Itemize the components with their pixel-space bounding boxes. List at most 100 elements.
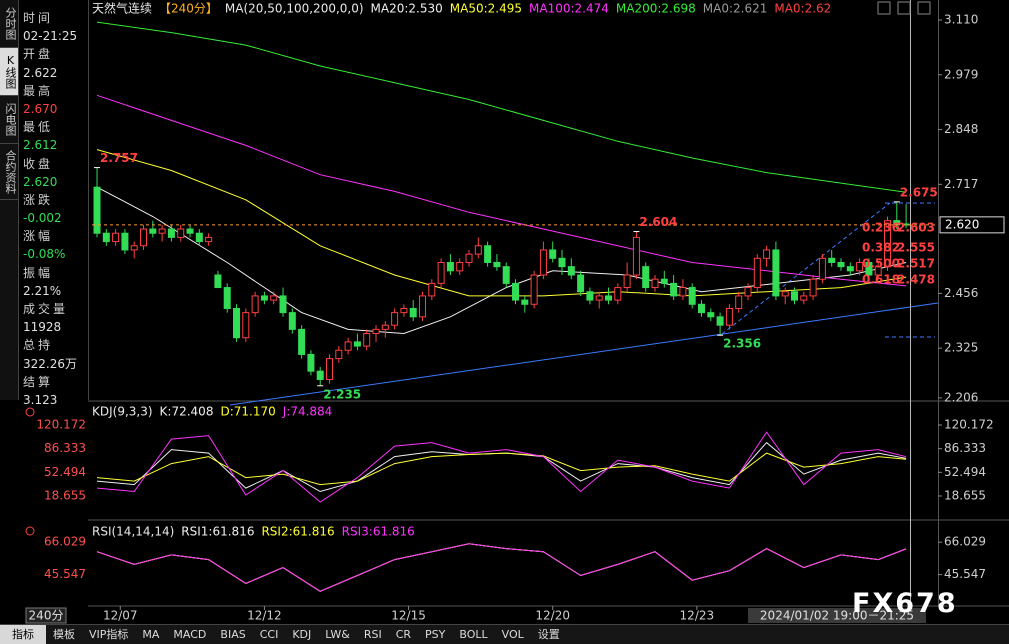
side-tab[interactable]: K线图 xyxy=(0,48,18,96)
quote-label: 总持 xyxy=(23,338,54,353)
candle-body xyxy=(725,307,733,326)
fib-ratio: 0.618 xyxy=(862,273,900,287)
y-tick-label: 2.456 xyxy=(944,286,978,300)
candle-body xyxy=(372,328,380,335)
candle-body xyxy=(818,257,826,280)
watermark: FX678 xyxy=(852,588,958,619)
legend-entry: K:72.408 xyxy=(160,405,214,419)
toolbar-tab[interactable]: LW& xyxy=(325,628,350,641)
legend-entry: D:71.170 xyxy=(220,405,275,419)
candle-body xyxy=(437,261,445,284)
candle-body xyxy=(837,261,845,268)
toolbar-tab[interactable]: RSI xyxy=(363,628,382,641)
quote-label: 时间 xyxy=(23,11,54,25)
legend-entry: MA0:2.621 xyxy=(703,2,768,16)
candle-body xyxy=(353,341,361,347)
y-tick-label: 18.655 xyxy=(944,488,986,502)
extreme-label: 2.604 xyxy=(639,215,677,229)
cursor-label: 2024/01/02 19:00－21:25 xyxy=(760,609,914,623)
toolbar-tab[interactable]: MACD xyxy=(173,628,207,641)
y-tick-label: 3.110 xyxy=(944,13,978,27)
toolbar-tab[interactable]: 设置 xyxy=(537,628,560,641)
candle-body xyxy=(130,245,138,251)
fib-ratio: 0.236 xyxy=(862,220,900,234)
last-price-box xyxy=(939,216,1005,234)
candle-body xyxy=(260,295,268,301)
candle-body xyxy=(167,228,175,238)
candle-body xyxy=(670,282,678,297)
candle-body xyxy=(846,266,854,272)
candle-body xyxy=(465,253,473,263)
candle-body xyxy=(539,249,547,276)
candle-body xyxy=(735,295,743,309)
candle-body xyxy=(409,307,417,318)
candle-body xyxy=(828,257,836,263)
y-tick-label: 2.979 xyxy=(944,67,978,81)
period-selector[interactable]: 240分 xyxy=(29,609,64,623)
x-tick-label: 12/07 xyxy=(103,609,138,623)
toolbar-tab[interactable]: 指标 xyxy=(0,625,46,644)
quote-value: 02-21:25 xyxy=(23,29,78,44)
candle-body xyxy=(456,261,464,272)
candle-body xyxy=(679,287,687,297)
toolbar-tab[interactable]: MA xyxy=(142,628,160,641)
y-tick-label: 66.029 xyxy=(44,535,86,549)
toolbar-tab[interactable]: VIP指标 xyxy=(89,628,129,641)
side-tab[interactable]: 合约资料 xyxy=(0,144,18,200)
toolbar-tab[interactable]: VOL xyxy=(501,628,524,641)
fib-ratio: 0.500 xyxy=(862,256,900,270)
period-box[interactable] xyxy=(25,607,67,624)
sidebar: 分时图 K线图 闪电图 合约资料 时间 02-21:25 开盘 2.622 最高 2.670 最低… xyxy=(0,0,89,407)
toolbar-tab[interactable]: 模板 xyxy=(53,628,75,641)
side-tab[interactable]: 闪电图 xyxy=(0,96,18,144)
window-icon[interactable] xyxy=(877,1,891,15)
x-tick-label: 12/23 xyxy=(680,609,715,623)
candle-body xyxy=(763,249,771,259)
toolbar-tab[interactable]: CCI xyxy=(259,628,279,641)
candle-body xyxy=(270,295,278,301)
x-tick-label: 12/12 xyxy=(247,609,282,623)
cursor-label-box xyxy=(748,608,926,623)
toolbar-tab[interactable]: BOLL xyxy=(459,628,488,641)
candle-body xyxy=(791,291,799,301)
candle-body xyxy=(614,287,622,301)
candle-body xyxy=(632,236,640,276)
quote-value: 2.612 xyxy=(23,138,58,153)
candle-body xyxy=(642,266,650,289)
candle-body xyxy=(567,266,575,276)
toolbar-tab[interactable]: CR xyxy=(395,628,412,641)
extreme-label: 2.675 xyxy=(900,185,938,199)
candle-body xyxy=(205,236,213,243)
quote-label: 开盘 xyxy=(23,47,54,62)
side-tab[interactable]: 分时图 xyxy=(0,0,18,48)
y-tick-label: 86.333 xyxy=(944,441,986,455)
legend-entry: MA0:2.62 xyxy=(774,2,831,16)
y-tick-label: 2.325 xyxy=(944,341,978,355)
candle-body xyxy=(344,341,352,351)
toolbar-tab[interactable]: KDJ xyxy=(292,628,312,641)
window-icon[interactable] xyxy=(917,1,931,15)
candle-body xyxy=(446,261,454,272)
candle-body xyxy=(586,291,594,301)
y-tick-label: 120.172 xyxy=(36,418,86,432)
y-tick-label: 66.029 xyxy=(944,535,986,549)
quote-label: 结算 xyxy=(23,374,54,389)
candle-body xyxy=(214,274,222,289)
candle-body xyxy=(698,303,706,314)
window-icon[interactable] xyxy=(897,1,911,15)
candle-body xyxy=(279,295,287,314)
y-tick-label: 18.655 xyxy=(44,488,86,502)
candle-body xyxy=(140,228,148,247)
extreme-label: 2.356 xyxy=(723,337,761,351)
candle-body xyxy=(577,274,585,293)
y-tick-label: 2.848 xyxy=(944,122,978,136)
candle-body xyxy=(772,249,780,297)
y-tick-label: 2.206 xyxy=(944,390,978,404)
toolbar-tab[interactable]: BIAS xyxy=(220,628,246,641)
candle-body xyxy=(707,312,715,318)
quote-value: 322.26万 xyxy=(23,356,77,371)
toolbar-tab[interactable]: PSY xyxy=(425,628,446,641)
candle-body xyxy=(316,370,324,381)
indicator-line xyxy=(96,543,907,592)
candle-body xyxy=(335,349,343,360)
